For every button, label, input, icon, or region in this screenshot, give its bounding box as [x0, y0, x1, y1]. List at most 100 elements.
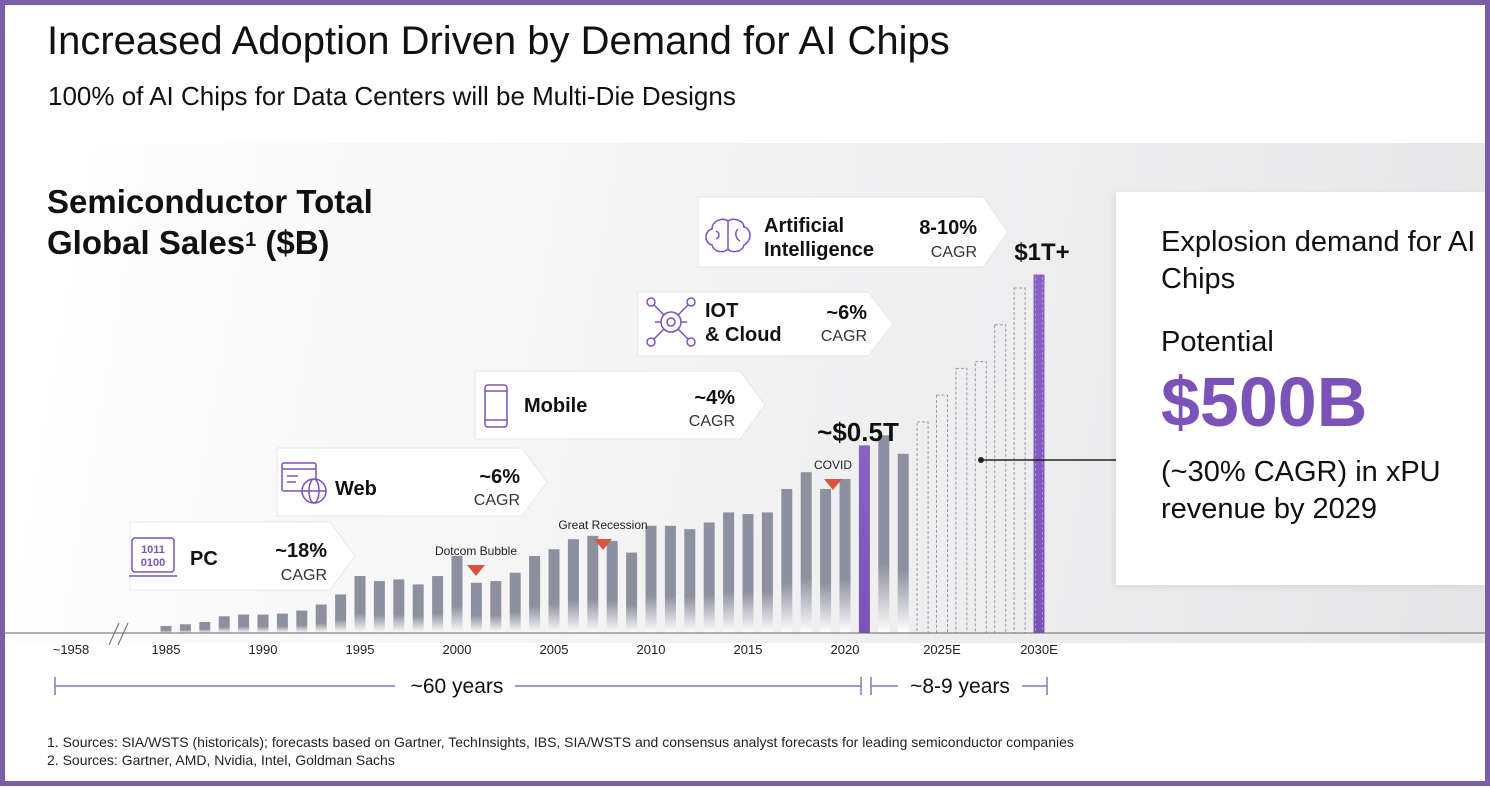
era-callout-box: [276, 447, 548, 517]
bar: [335, 594, 347, 633]
bar: [742, 514, 754, 633]
bar-highlighted: [1033, 274, 1045, 633]
era-callout: IOT& Cloud ~6% CAGR: [637, 291, 894, 357]
bar: [296, 610, 308, 633]
footnote-2: 2. Sources: Gartner, AMD, Nvidia, Intel,…: [47, 752, 395, 768]
bar-highlighted: [858, 445, 870, 633]
x-tick-label: 2010: [637, 642, 666, 657]
bar: [897, 453, 909, 633]
era-name-2: & Cloud: [705, 324, 782, 346]
era-callout-box: [474, 370, 766, 440]
era-cagr: ~18%: [275, 540, 327, 562]
era-name: PC: [190, 548, 218, 570]
value-label-end: $1T+: [1014, 239, 1069, 266]
bar: [587, 535, 599, 633]
bar: [218, 616, 230, 633]
bar: [626, 552, 638, 633]
bar: [529, 555, 541, 633]
chart-heading-line1: Semiconductor Total: [47, 183, 373, 220]
connector-dot: [978, 457, 984, 463]
x-tick-label: 1995: [346, 642, 375, 657]
network-hub-icon: [646, 297, 696, 347]
bar: [509, 572, 521, 633]
rp-tail: (~30% CAGR) in xPU revenue by 2029: [1161, 456, 1441, 525]
era-cagr: ~4%: [694, 387, 735, 409]
chart-heading-footnote-ref: 1: [245, 229, 257, 251]
footnote-1: 1. Sources: SIA/WSTS (historicals); fore…: [47, 734, 1074, 750]
sales-chart: ~1958 1985 1990 1995 2000 2005 2010 2015 2020 202…: [5, 196, 1485, 698]
event-label: COVID: [814, 458, 852, 472]
hub-node: [686, 297, 696, 307]
bar: [684, 529, 696, 633]
chip-outline: [131, 537, 175, 573]
x-tick-label: 2000: [443, 642, 472, 657]
bar-forecast: [936, 394, 948, 634]
bar: [606, 540, 618, 633]
bar: [878, 435, 890, 633]
binary-text: 0100: [141, 557, 165, 569]
bar: [238, 614, 250, 633]
bar-forecast: [955, 367, 968, 634]
x-tick-label: 2030E: [1020, 642, 1058, 657]
hub-link: [653, 328, 665, 340]
event-label: Dotcom Bubble: [435, 544, 517, 558]
hub-node: [686, 337, 696, 347]
bar: [703, 522, 715, 633]
era-cagr-label: CAGR: [821, 328, 867, 345]
era-cagr: ~6%: [826, 302, 867, 324]
bar: [781, 488, 793, 633]
x-tick-label: 2005: [540, 642, 569, 657]
phone-outline: [484, 384, 508, 428]
brain-icon: [705, 218, 751, 253]
x-tick-label: 1990: [249, 642, 278, 657]
bar: [548, 549, 560, 633]
page-title: Increased Adoption Driven by Demand for …: [47, 19, 950, 63]
era-cagr-label: CAGR: [281, 567, 327, 584]
era-callout-box: [697, 196, 1009, 268]
era-cagr: ~6%: [479, 466, 520, 488]
era-cagr-label: CAGR: [931, 244, 977, 261]
bar: [490, 581, 502, 633]
bar: [199, 621, 211, 633]
axis-break-2: [117, 622, 129, 646]
rp-potential: Potential: [1161, 326, 1274, 358]
era-cagr: 8-10%: [919, 217, 977, 239]
binary-text: 1011: [141, 544, 165, 556]
chart-heading: Semiconductor Total Global Sales1 ($B): [47, 181, 373, 263]
x-tick-label: 1985: [152, 642, 181, 657]
era-name: IOT: [705, 300, 738, 322]
bar: [820, 488, 832, 633]
hub-link: [677, 304, 689, 316]
x-tick-label: ~1958: [53, 642, 90, 657]
bar: [723, 512, 735, 633]
x-tick-label: 2015: [734, 642, 763, 657]
window-outline: [281, 462, 317, 492]
era-cagr-label: CAGR: [474, 492, 520, 509]
hub-core: [666, 317, 676, 327]
x-tick-label: 2020: [831, 642, 860, 657]
bar: [373, 581, 385, 633]
era-name: Artificial: [764, 215, 844, 237]
bar: [800, 472, 812, 633]
page-subtitle: 100% of AI Chips for Data Centers will b…: [48, 81, 736, 111]
binary-chip-icon: [129, 537, 177, 577]
bar: [664, 525, 676, 633]
x-tick-label: 2025E: [923, 642, 961, 657]
era-callout-box: [129, 521, 356, 591]
bar: [257, 614, 269, 633]
era-callout: Web ~6% CAGR: [276, 447, 548, 517]
hub-link: [653, 304, 665, 316]
event-marker: [824, 479, 842, 490]
brain-fold: [715, 230, 720, 240]
rp-headline: Explosion demand for AI Chips: [1161, 226, 1476, 295]
bar: [315, 604, 327, 633]
hub-node: [646, 337, 656, 347]
bar: [839, 478, 851, 633]
bar: [432, 576, 444, 633]
chart-heading-line2: Global Sales1 ($B): [47, 222, 373, 263]
era-callout-box: [637, 291, 894, 357]
hub-link: [677, 328, 689, 340]
